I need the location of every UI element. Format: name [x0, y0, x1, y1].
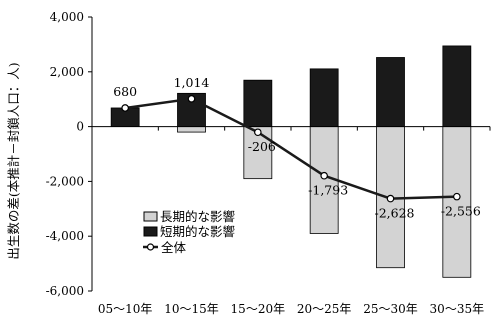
x-tick-label: 15～20年 [231, 302, 286, 316]
x-tick-label: 05～10年 [98, 302, 153, 316]
x-tick-label: 20～25年 [297, 302, 352, 316]
y-tick-label: 0 [76, 120, 84, 134]
bar-short-term [309, 68, 339, 128]
bar-short-term [442, 45, 472, 128]
marker-total [254, 128, 262, 137]
legend-swatch-long-term [143, 211, 158, 222]
plot-area: 4,000 2,000 0 -2,000 -4,000 -6,000 680 1,014 -20… [46, 10, 491, 316]
y-axis-title: 出生数の差(本推計－封鎖人口：人) [6, 62, 21, 259]
data-label-total: 680 [113, 84, 137, 99]
marker-total [187, 95, 196, 103]
y-tick-label: 2,000 [50, 65, 84, 79]
marker-total [453, 192, 461, 201]
x-tick-label: 25～30年 [363, 302, 418, 316]
y-tick-label: -6,000 [46, 284, 84, 298]
y-tick-label: -2,000 [46, 174, 84, 188]
y-tick-label: -4,000 [46, 229, 84, 243]
y-tick-label: 4,000 [50, 10, 84, 24]
legend-marker-total [146, 243, 155, 251]
line-total [124, 97, 457, 200]
bar-short-term [376, 57, 405, 127]
x-tick-label: 30～35年 [430, 302, 485, 316]
data-label-total: -1,793 [308, 183, 348, 198]
bar-long-term [442, 126, 472, 278]
marker-total [121, 104, 129, 112]
legend-label-long-term: 長期的な影響 [160, 209, 235, 224]
legend-label-total: 全体 [161, 240, 187, 255]
legend: 長期的な影響 短期的な影響 全体 [140, 208, 271, 256]
x-tick-label: 10～15年 [164, 302, 219, 316]
bar-long-term [177, 126, 206, 133]
legend-box [140, 208, 271, 256]
legend-swatch-short-term [143, 226, 158, 237]
marker-total [386, 194, 395, 203]
data-label-total: -206 [248, 139, 276, 154]
data-label-total: -2,628 [374, 206, 414, 221]
data-label-total: -2,556 [441, 204, 481, 219]
marker-total [320, 171, 328, 180]
data-label-total: 1,014 [174, 75, 210, 90]
legend-label-short-term: 短期的な影響 [160, 224, 235, 239]
bar-short-term [243, 79, 273, 128]
